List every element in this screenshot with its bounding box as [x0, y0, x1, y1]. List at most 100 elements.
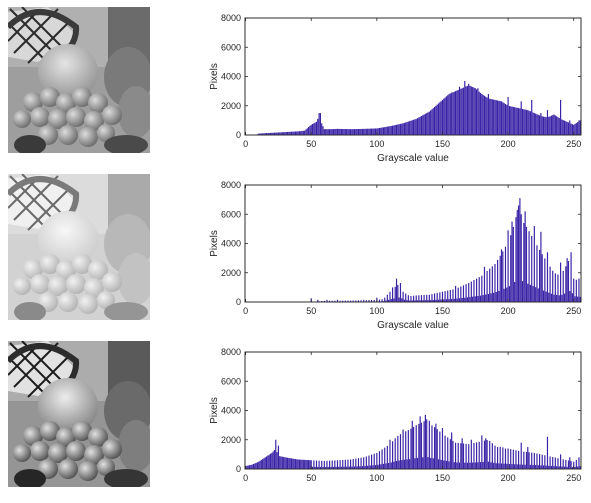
histogram-bar: [578, 120, 579, 135]
histogram-bar: [489, 441, 490, 469]
histogram-bar: [384, 298, 385, 302]
histogram-bar: [413, 427, 414, 469]
histogram-bar: [532, 112, 533, 135]
histogram-bar: [401, 124, 402, 135]
histogram-bar: [523, 223, 524, 302]
histogram-bar: [396, 125, 397, 135]
histogram-bar: [544, 455, 545, 469]
histogram-bar: [508, 449, 509, 469]
histogram-bar: [319, 461, 320, 469]
histogram-bar: [431, 294, 432, 302]
y-tick-label: 0: [236, 464, 241, 474]
histogram-bar: [497, 100, 498, 135]
y-tick-label: 0: [236, 297, 241, 307]
histogram-bar: [425, 114, 426, 135]
histogram-bar: [426, 295, 427, 302]
histogram-bar: [509, 106, 510, 135]
x-tick-label: 0: [243, 139, 248, 149]
histogram-bar: [529, 231, 530, 302]
histogram-bar: [287, 132, 288, 135]
histogram-bar: [277, 452, 278, 469]
histogram-bar: [326, 129, 327, 135]
histogram-bar: [350, 129, 351, 135]
histogram-bar: [375, 128, 376, 135]
histogram-bar: [333, 129, 334, 135]
histogram-bar: [563, 120, 564, 135]
histogram-bar: [435, 424, 436, 469]
photo-brightened-fruit-icon: [8, 174, 150, 320]
histogram-bar: [469, 463, 470, 469]
histogram-bar: [416, 119, 417, 135]
histogram-bar: [560, 454, 561, 469]
histogram-bar: [287, 458, 288, 469]
histogram-bar: [413, 120, 414, 135]
histogram-bar: [485, 295, 486, 302]
y-tick-label: 0: [236, 130, 241, 140]
histogram-bar: [469, 297, 470, 302]
histogram-bar: [477, 296, 478, 302]
x-axis-label: Grayscale value: [377, 153, 449, 164]
histogram-bar: [550, 456, 551, 469]
histogram-bar: [261, 460, 262, 469]
histogram-bar: [462, 88, 463, 135]
histogram-bar: [387, 446, 388, 469]
histogram-bar: [388, 463, 389, 469]
histogram-bar: [321, 123, 322, 135]
histogram-bar: [371, 129, 372, 135]
histogram-bar: [532, 465, 533, 469]
histogram-bar: [389, 292, 390, 302]
histogram-bar: [279, 456, 280, 469]
histogram-bar: [431, 425, 432, 469]
histogram-bar: [370, 466, 371, 469]
histogram-bar: [530, 111, 531, 135]
histogram-bar: [269, 455, 270, 469]
histogram-bar: [435, 106, 436, 135]
histogram-bar: [299, 131, 300, 135]
histogram-bar: [547, 110, 548, 135]
histogram-bar: [498, 291, 499, 302]
histogram-bar: [422, 457, 423, 469]
histogram-bar: [338, 129, 339, 135]
photo-equalized-fruit-icon: [8, 341, 150, 487]
histogram-bar: [410, 296, 411, 302]
histogram-bar: [535, 287, 536, 302]
histogram-bar: [460, 287, 461, 303]
histogram-bar: [526, 452, 527, 469]
x-tick-label: 0: [243, 473, 248, 483]
histogram-bar: [417, 118, 418, 135]
histogram-bar: [479, 277, 480, 302]
histogram-bar: [387, 127, 388, 135]
histogram-bar: [448, 94, 449, 135]
histogram-bar: [424, 295, 425, 302]
histogram-bar: [522, 109, 523, 135]
histogram-bar: [294, 459, 295, 469]
y-tick-label: 6000: [221, 209, 241, 219]
histogram-bar: [416, 425, 417, 469]
x-tick-label: 150: [435, 473, 450, 483]
histogram-bar: [408, 430, 409, 469]
histogram-bar: [544, 258, 545, 302]
histogram-bar: [307, 460, 308, 469]
histogram-bar: [421, 423, 422, 469]
histogram-bar: [374, 454, 375, 469]
histogram-bar: [572, 293, 573, 302]
histogram-bar: [385, 127, 386, 135]
histogram-bar: [256, 463, 257, 469]
histogram-bar: [463, 444, 464, 469]
histogram-bar: [467, 297, 468, 302]
histogram-bar: [274, 450, 275, 469]
histogram-bar: [464, 463, 465, 469]
histogram-bar: [471, 86, 472, 135]
histogram-bar: [316, 461, 317, 469]
histogram-bar: [379, 128, 380, 135]
histogram-bar: [488, 94, 489, 135]
histogram-bar: [493, 100, 494, 135]
y-axis-label: Pixels: [209, 230, 220, 257]
histogram-bar: [459, 298, 460, 302]
histogram-bar: [534, 453, 535, 469]
histogram-bar: [519, 108, 520, 135]
histogram-bar: [438, 103, 439, 135]
histogram-bar: [320, 113, 321, 135]
histogram-bar: [426, 419, 427, 469]
